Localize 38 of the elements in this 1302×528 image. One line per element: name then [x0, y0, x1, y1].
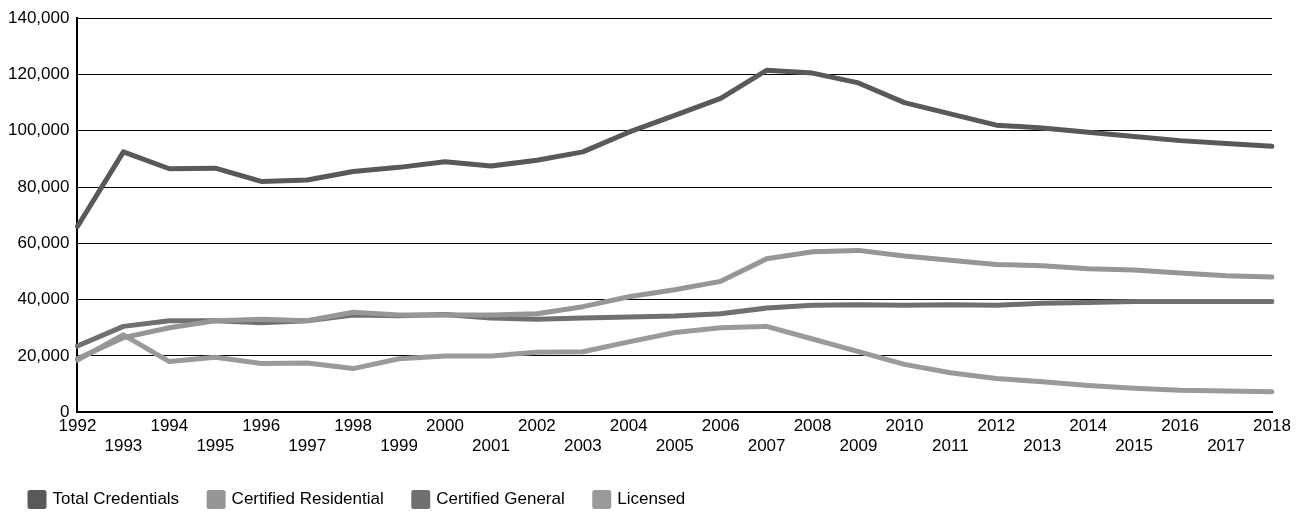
x-tick-label: 1994 [150, 416, 189, 436]
y-tick-label: 40,000 [17, 289, 70, 309]
x-tick-label: 2013 [1023, 436, 1062, 456]
y-tick-label: 100,000 [8, 120, 70, 140]
x-tick-label: 1996 [242, 416, 281, 436]
x-tick-label: 2009 [839, 436, 878, 456]
x-tick-label: 1997 [288, 436, 327, 456]
x-tick-label: 2001 [472, 436, 510, 456]
x-tick-label: 1998 [334, 416, 373, 436]
x-tick-label: 2011 [932, 436, 969, 456]
x-tick-label: 2015 [1115, 436, 1154, 456]
x-tick-label: 2012 [977, 416, 1016, 436]
x-tick-label: 1999 [380, 436, 418, 456]
x-tick-label: 2006 [701, 416, 740, 436]
x-tick-label: 2004 [609, 416, 648, 436]
y-tick-label: 120,000 [8, 64, 70, 84]
y-tick-label: 20,000 [17, 345, 70, 365]
x-tick-label: 2008 [793, 416, 832, 436]
x-tick-label: 2010 [885, 416, 924, 436]
x-tick-label: 2014 [1069, 416, 1108, 436]
x-tick-label: 1992 [58, 416, 97, 436]
x-tick-label: 2007 [747, 436, 786, 456]
x-tick-label: 2002 [517, 416, 556, 436]
x-tick-label: 1993 [104, 436, 143, 456]
legend-label: Certified Residential [231, 489, 384, 509]
x-tick-label: 1995 [196, 436, 235, 456]
legend-label: Total Credentials [52, 489, 180, 509]
x-tick-label: 2005 [655, 436, 694, 456]
y-tick-label: 80,000 [17, 176, 70, 196]
x-tick-label: 2000 [426, 416, 464, 436]
y-tick-label: 140,000 [8, 7, 70, 27]
y-tick-label: 60,000 [17, 233, 70, 253]
x-tick-label: 2017 [1207, 436, 1245, 456]
x-tick-label: 2016 [1161, 416, 1200, 436]
x-tick-label: 2018 [1253, 416, 1291, 436]
x-tick-label: 2003 [563, 436, 602, 456]
legend-label: Licensed [617, 489, 686, 509]
legend-label: Certified General [436, 489, 565, 509]
